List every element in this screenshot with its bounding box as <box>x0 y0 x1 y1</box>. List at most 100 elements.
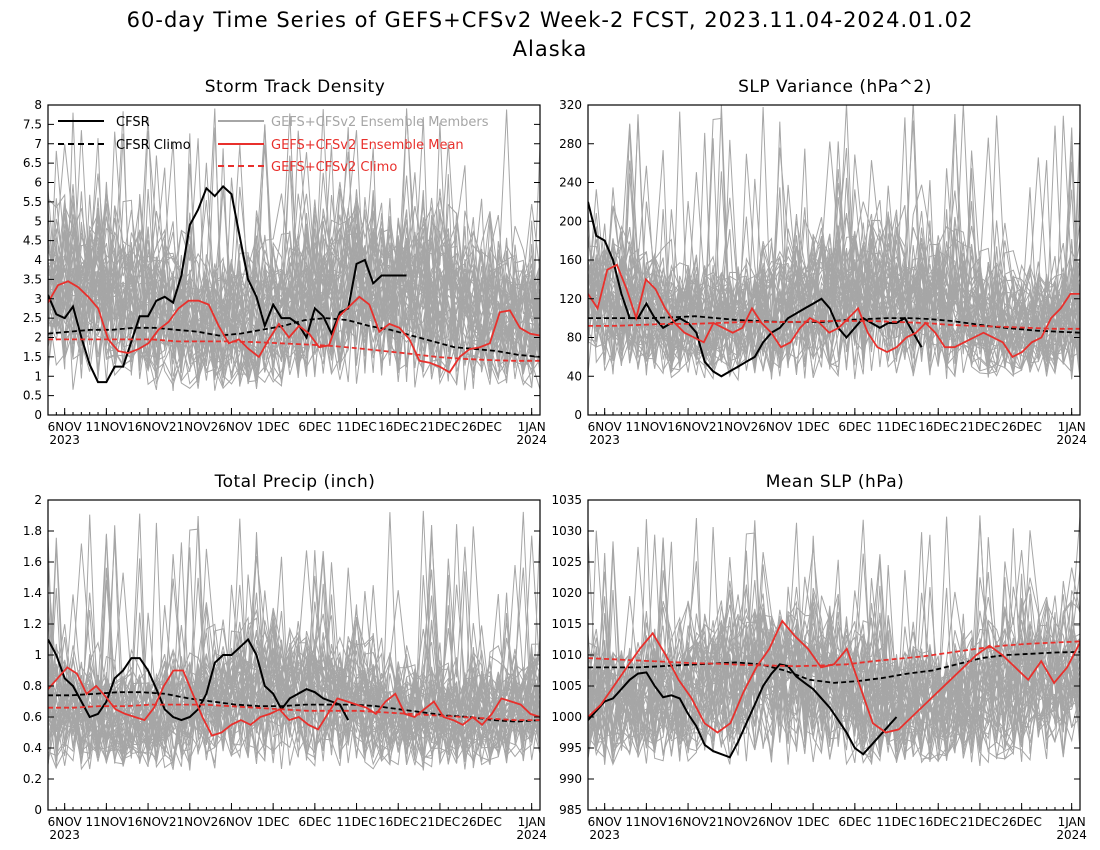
ensemble-member-line <box>48 152 540 386</box>
ensemble-member-line <box>48 542 540 762</box>
ensemble-members <box>588 105 1080 382</box>
x-tick-label: 16DEC <box>378 420 418 434</box>
x-tick-label: 1DEC <box>257 815 290 829</box>
y-tick-label: 120 <box>559 292 582 306</box>
x-tick-label: 6DEC <box>838 815 871 829</box>
ensemble-member-line <box>588 153 1080 377</box>
series-cfsr_climo <box>588 651 1080 684</box>
x-tick-label: 16NOV <box>127 815 169 829</box>
y-tick-label: 1010 <box>551 648 582 662</box>
ensemble-member-line <box>588 115 1080 378</box>
y-tick-label: 1.5 <box>23 350 42 364</box>
series-cfsr <box>588 663 898 759</box>
series-mean <box>588 619 1080 734</box>
x-tick-label: 26NOV <box>211 815 253 829</box>
y-tick-label: 0.8 <box>23 679 42 693</box>
y-tick-label: 1 <box>34 369 42 383</box>
x-tick-label: 26NOV <box>211 420 253 434</box>
x-tick-label: 1JAN <box>1058 815 1086 829</box>
x-tick-label: 6DEC <box>838 420 871 434</box>
y-tick-label: 995 <box>559 741 582 755</box>
x-tick-label: 1JAN <box>518 420 546 434</box>
ensemble-member-line <box>48 111 540 392</box>
x-tick-year: 2023 <box>49 433 80 447</box>
legend-label-cfsr: CFSR <box>116 115 150 130</box>
x-tick-label: 26DEC <box>1001 420 1041 434</box>
x-tick-label: 6NOV <box>48 420 83 434</box>
x-tick-label: 11NOV <box>86 815 128 829</box>
x-tick-label: 26NOV <box>751 815 793 829</box>
ensemble-member-line <box>588 123 1080 377</box>
x-tick-label: 6NOV <box>588 420 623 434</box>
legend-label-cfsr-climo: CFSR Climo <box>116 138 191 153</box>
x-tick-year: 2024 <box>516 828 547 842</box>
x-tick-label: 1DEC <box>797 420 830 434</box>
x-tick-label: 21NOV <box>709 815 751 829</box>
ensemble-member-line <box>588 227 1080 374</box>
x-tick-label: 11NOV <box>626 815 668 829</box>
series-model_climo <box>48 338 540 362</box>
y-tick-label: 4 <box>34 253 42 267</box>
x-tick-label: 6NOV <box>588 815 623 829</box>
y-tick-label: 4.5 <box>23 234 42 248</box>
legend-label-model-climo: GEFS+CFSv2 Climo <box>271 160 397 175</box>
ensemble-member-line <box>48 109 540 378</box>
ensemble-members <box>48 108 540 392</box>
x-tick-label: 16DEC <box>918 815 958 829</box>
series-model_climo <box>588 320 1080 330</box>
panel-total-precip: Total Precip (inch) 0 0.2 0.4 0.6 0.8 1 1.2 1.4… <box>23 472 547 842</box>
plot-area <box>588 105 1080 382</box>
legend-label-members: GEFS+CFSv2 Ensemble Members <box>271 115 489 130</box>
series-mean <box>48 666 540 737</box>
ensemble-member-line <box>588 132 1080 369</box>
y-tick-label: 3.5 <box>23 272 42 286</box>
x-tick-label: 26DEC <box>461 420 501 434</box>
y-tick-label: 1000 <box>551 710 582 724</box>
x-tick-label: 21NOV <box>169 815 211 829</box>
y-tick-label: 0.5 <box>23 389 42 403</box>
y-tick-label: 1005 <box>551 679 582 693</box>
x-tick-label: 11DEC <box>336 420 376 434</box>
ensemble-member-line <box>588 182 1080 380</box>
plot-area <box>48 510 540 771</box>
panel-title: Storm Track Density <box>205 77 386 97</box>
x-tick-year: 2024 <box>516 433 547 447</box>
panel-storm-track-density: Storm Track Density 0 0.5 1 1.5 2 2.5 3 3.5 4 4.5… <box>23 77 547 447</box>
ensemble-member-line <box>588 219 1080 379</box>
x-tick-year: 2024 <box>1056 433 1087 447</box>
panel-title: SLP Variance (hPa^2) <box>738 77 932 97</box>
x-tick-label: 11DEC <box>876 815 916 829</box>
x-tick-label: 16DEC <box>918 420 958 434</box>
x-tick-label: 11DEC <box>336 815 376 829</box>
panel-mean-slp: Mean SLP (hPa) 985 990 995 1000 1005 1010 1015… <box>551 472 1086 842</box>
series-model_climo <box>48 703 540 721</box>
x-tick-label: 21DEC <box>420 815 460 829</box>
y-tick-label: 1015 <box>551 617 582 631</box>
y-tick-label: 2 <box>34 493 42 507</box>
x-tick-label: 1JAN <box>1058 420 1086 434</box>
y-tick-label: 7 <box>34 137 42 151</box>
plot-area <box>48 108 540 392</box>
y-tick-label: 1030 <box>551 524 582 538</box>
y-tick-label: 1.4 <box>23 586 42 600</box>
legend-label-mean: GEFS+CFSv2 Ensemble Mean <box>271 138 464 153</box>
x-tick-label: 6DEC <box>298 815 331 829</box>
y-tick-label: 240 <box>559 176 582 190</box>
x-tick-label: 1DEC <box>797 815 830 829</box>
y-tick-label: 2.5 <box>23 311 42 325</box>
y-tick-label: 1.8 <box>23 524 42 538</box>
x-tick-year: 2023 <box>589 828 620 842</box>
series-mean <box>588 263 1080 359</box>
x-tick-label: 11NOV <box>626 420 668 434</box>
x-tick-label: 21DEC <box>960 815 1000 829</box>
series-model_climo <box>588 640 1080 668</box>
x-tick-label: 16NOV <box>667 815 709 829</box>
x-tick-label: 26DEC <box>1001 815 1041 829</box>
series-cfsr <box>48 637 350 722</box>
y-tick-label: 1.2 <box>23 617 42 631</box>
y-tick-label: 280 <box>559 137 582 151</box>
series-mean <box>48 280 540 374</box>
ensemble-member-line <box>48 524 540 770</box>
y-tick-label: 990 <box>559 772 582 786</box>
